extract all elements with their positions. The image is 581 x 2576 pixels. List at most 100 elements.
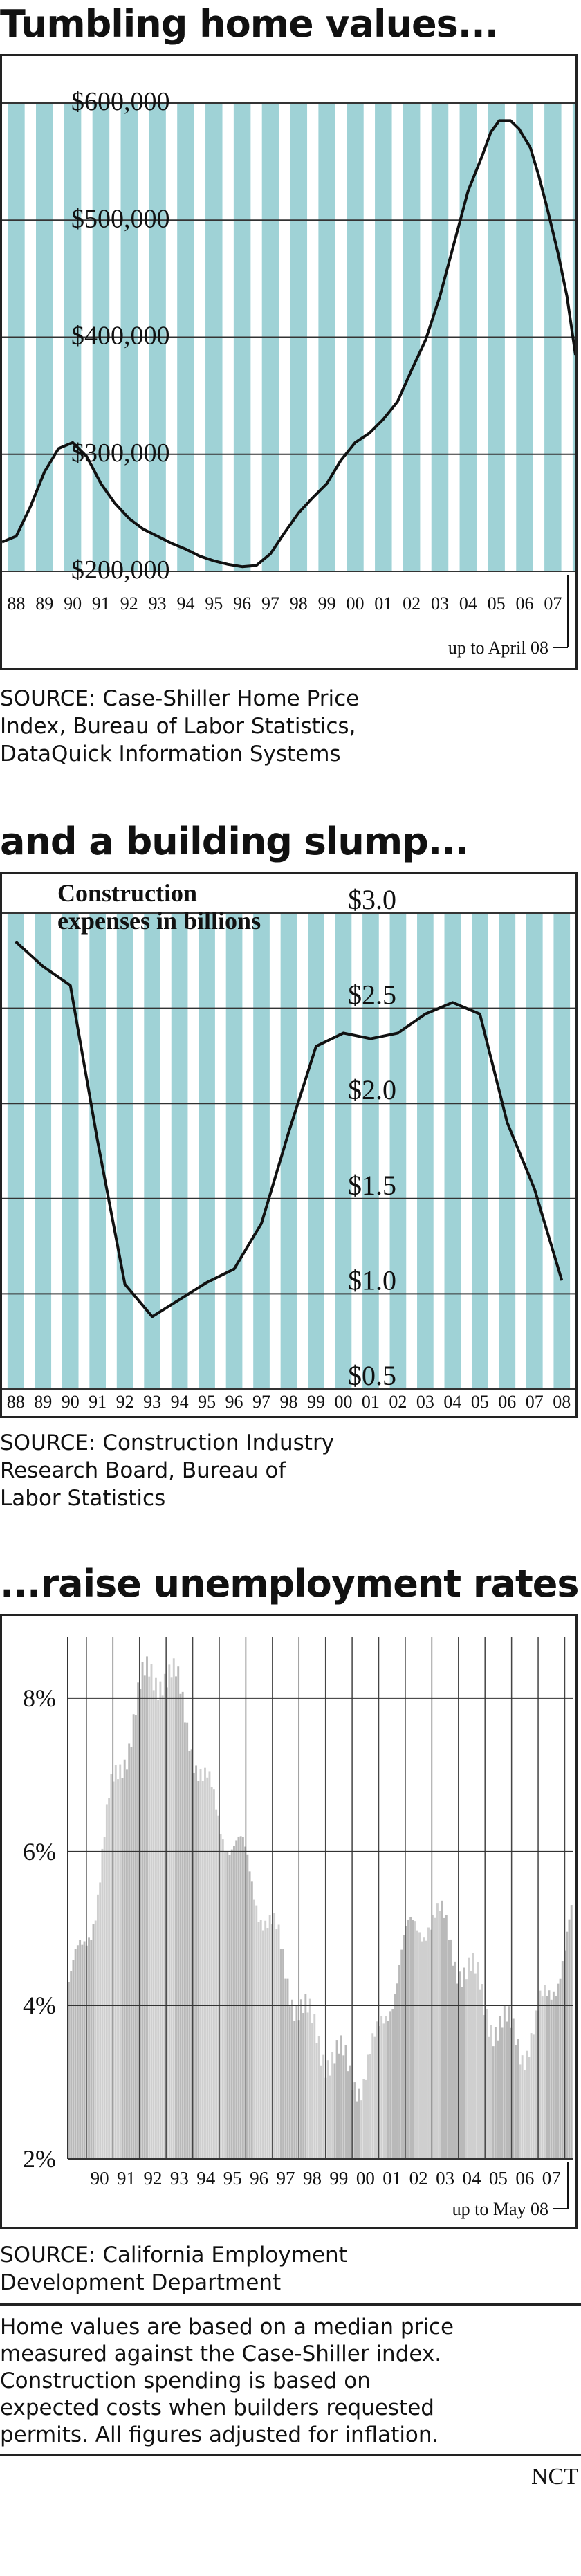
note-line: expected costs when builders requested bbox=[0, 2395, 434, 2420]
unemployment-bar bbox=[273, 1913, 276, 2159]
unemployment-bar bbox=[197, 1781, 200, 2159]
year-stripe bbox=[308, 913, 324, 1389]
unemployment-bar bbox=[110, 1774, 113, 2159]
unemployment-bar bbox=[523, 2070, 526, 2159]
unemployment-bar bbox=[416, 1930, 418, 2159]
unemployment-bar bbox=[519, 2064, 522, 2159]
chart-title-home-values: Tumbling home values... bbox=[0, 2, 499, 46]
unemployment-bar bbox=[221, 1839, 224, 2159]
unemployment-bar bbox=[259, 1920, 262, 2159]
unemployment-bar bbox=[235, 1840, 238, 2159]
unemployment-bar bbox=[503, 2005, 506, 2159]
x-tick-label: 06 bbox=[515, 2168, 534, 2189]
unemployment-bar bbox=[358, 2088, 360, 2159]
x-tick-label: 97 bbox=[277, 2168, 295, 2189]
x-tick-label: 96 bbox=[250, 2168, 268, 2189]
y-tick-label: $2.5 bbox=[348, 979, 396, 1011]
unemployment-bar bbox=[299, 1999, 302, 2159]
unemployment-bar bbox=[452, 1965, 454, 2159]
unemployment-bar bbox=[387, 2021, 389, 2159]
x-tick-label: 04 bbox=[459, 594, 477, 614]
unemployment-bar bbox=[212, 1789, 215, 2159]
x-tick-label: 00 bbox=[334, 1392, 352, 1412]
unemployment-bar bbox=[94, 1920, 97, 2159]
unemployment-bar bbox=[108, 1798, 111, 2159]
source-line: SOURCE: Case-Shiller Home Price bbox=[0, 686, 360, 711]
unemployment-bar bbox=[79, 1940, 82, 2159]
x-tick-label: 02 bbox=[403, 594, 421, 614]
unemployment-bar bbox=[528, 2057, 531, 2159]
source-line: DataQuick Information Systems bbox=[0, 742, 341, 766]
unemployment-bar bbox=[277, 1924, 280, 2159]
x-tick-label: 99 bbox=[307, 1392, 325, 1412]
unemployment-bar bbox=[369, 2054, 371, 2159]
year-stripe bbox=[89, 913, 107, 1389]
x-tick-label: 89 bbox=[34, 1392, 52, 1412]
unemployment-bar bbox=[311, 2023, 313, 2159]
x-tick-label: 05 bbox=[489, 2168, 508, 2189]
x-tick-label: 90 bbox=[64, 594, 82, 614]
unemployment-bar bbox=[68, 1982, 70, 2159]
unemployment-bar bbox=[210, 1787, 213, 2159]
unemployment-bar bbox=[394, 1994, 396, 2159]
year-stripe bbox=[389, 913, 407, 1389]
unemployment-bar bbox=[430, 1929, 432, 2159]
unemployment-chart-frame: 2% 4% 6% 8% 90 91 92 93 94 95 96 97 98 99 00 01 02 03 04 05… bbox=[0, 1614, 578, 2229]
unemployment-bar bbox=[552, 1991, 555, 2159]
x-tick-label: 05 bbox=[471, 1392, 489, 1412]
x-tick-label: 98 bbox=[290, 594, 308, 614]
unemployment-bar bbox=[183, 1722, 186, 2159]
year-stripe bbox=[335, 913, 352, 1389]
x-tick-label: 99 bbox=[329, 2168, 348, 2189]
year-stripe bbox=[362, 913, 379, 1389]
unemployment-bar bbox=[181, 1691, 184, 2159]
home-values-line-chart: $200,000 $300,000 $400,000 $500,000 $600,000… bbox=[1, 87, 577, 658]
unemployment-bar bbox=[472, 1953, 474, 2159]
unemployment-bar bbox=[338, 2053, 340, 2159]
unemployment-bar bbox=[204, 1767, 206, 2159]
unemployment-bar bbox=[566, 1931, 569, 2159]
unemployment-bar bbox=[382, 2023, 385, 2159]
unemployment-bar bbox=[559, 1978, 562, 2159]
unemployment-bar bbox=[306, 2012, 309, 2159]
unemployment-bar bbox=[448, 1940, 450, 2159]
unemployment-bar bbox=[141, 1662, 144, 2159]
note-divider bbox=[0, 2303, 581, 2306]
source-line: Research Board, Bureau of bbox=[0, 1458, 286, 1483]
unemployment-bar bbox=[432, 1915, 434, 2159]
y-tick-label: $400,000 bbox=[71, 322, 170, 351]
unemployment-bar bbox=[517, 2039, 519, 2159]
year-stripe bbox=[199, 913, 215, 1389]
unemployment-bar bbox=[130, 1747, 133, 2159]
x-tick-label: 06 bbox=[498, 1392, 516, 1412]
unemployment-bar bbox=[445, 1915, 448, 2159]
unemployment-bar bbox=[333, 2063, 336, 2159]
unemployment-bar bbox=[535, 2010, 537, 2159]
unemployment-bar bbox=[481, 1984, 483, 2159]
unemployment-bar bbox=[90, 1939, 93, 2159]
y-tick-label: $600,000 bbox=[71, 87, 170, 116]
unemployment-bar bbox=[250, 1881, 253, 2159]
unemployment-bar bbox=[279, 1949, 282, 2159]
x-tick-label: 01 bbox=[362, 1392, 380, 1412]
x-tick-label: 07 bbox=[542, 2168, 561, 2189]
unemployment-bar bbox=[465, 1979, 468, 2159]
x-tick-label: 08 bbox=[553, 1392, 571, 1412]
unemployment-bar bbox=[331, 2052, 334, 2159]
x-tick-label: 94 bbox=[171, 1392, 189, 1412]
unemployment-bar bbox=[215, 1809, 218, 2159]
y-tick-label: 4% bbox=[23, 1991, 56, 2019]
x-tick-label: 92 bbox=[120, 594, 138, 614]
unemployment-bar bbox=[315, 2043, 318, 2159]
unemployment-bar bbox=[72, 1960, 75, 2159]
note-line: permits. All figures adjusted for inflat… bbox=[0, 2422, 439, 2447]
x-tick-label: 95 bbox=[198, 1392, 216, 1412]
unemployment-bar bbox=[105, 1804, 108, 2159]
unemployment-bar bbox=[385, 2016, 387, 2159]
unemployment-bar bbox=[322, 2054, 325, 2159]
year-stripe bbox=[225, 913, 243, 1389]
unemployment-bar bbox=[421, 1941, 423, 2159]
unemployment-bar bbox=[81, 1944, 84, 2159]
date-range-annotation: up to May 08 bbox=[452, 2199, 548, 2219]
unemployment-bar bbox=[441, 1900, 443, 2159]
